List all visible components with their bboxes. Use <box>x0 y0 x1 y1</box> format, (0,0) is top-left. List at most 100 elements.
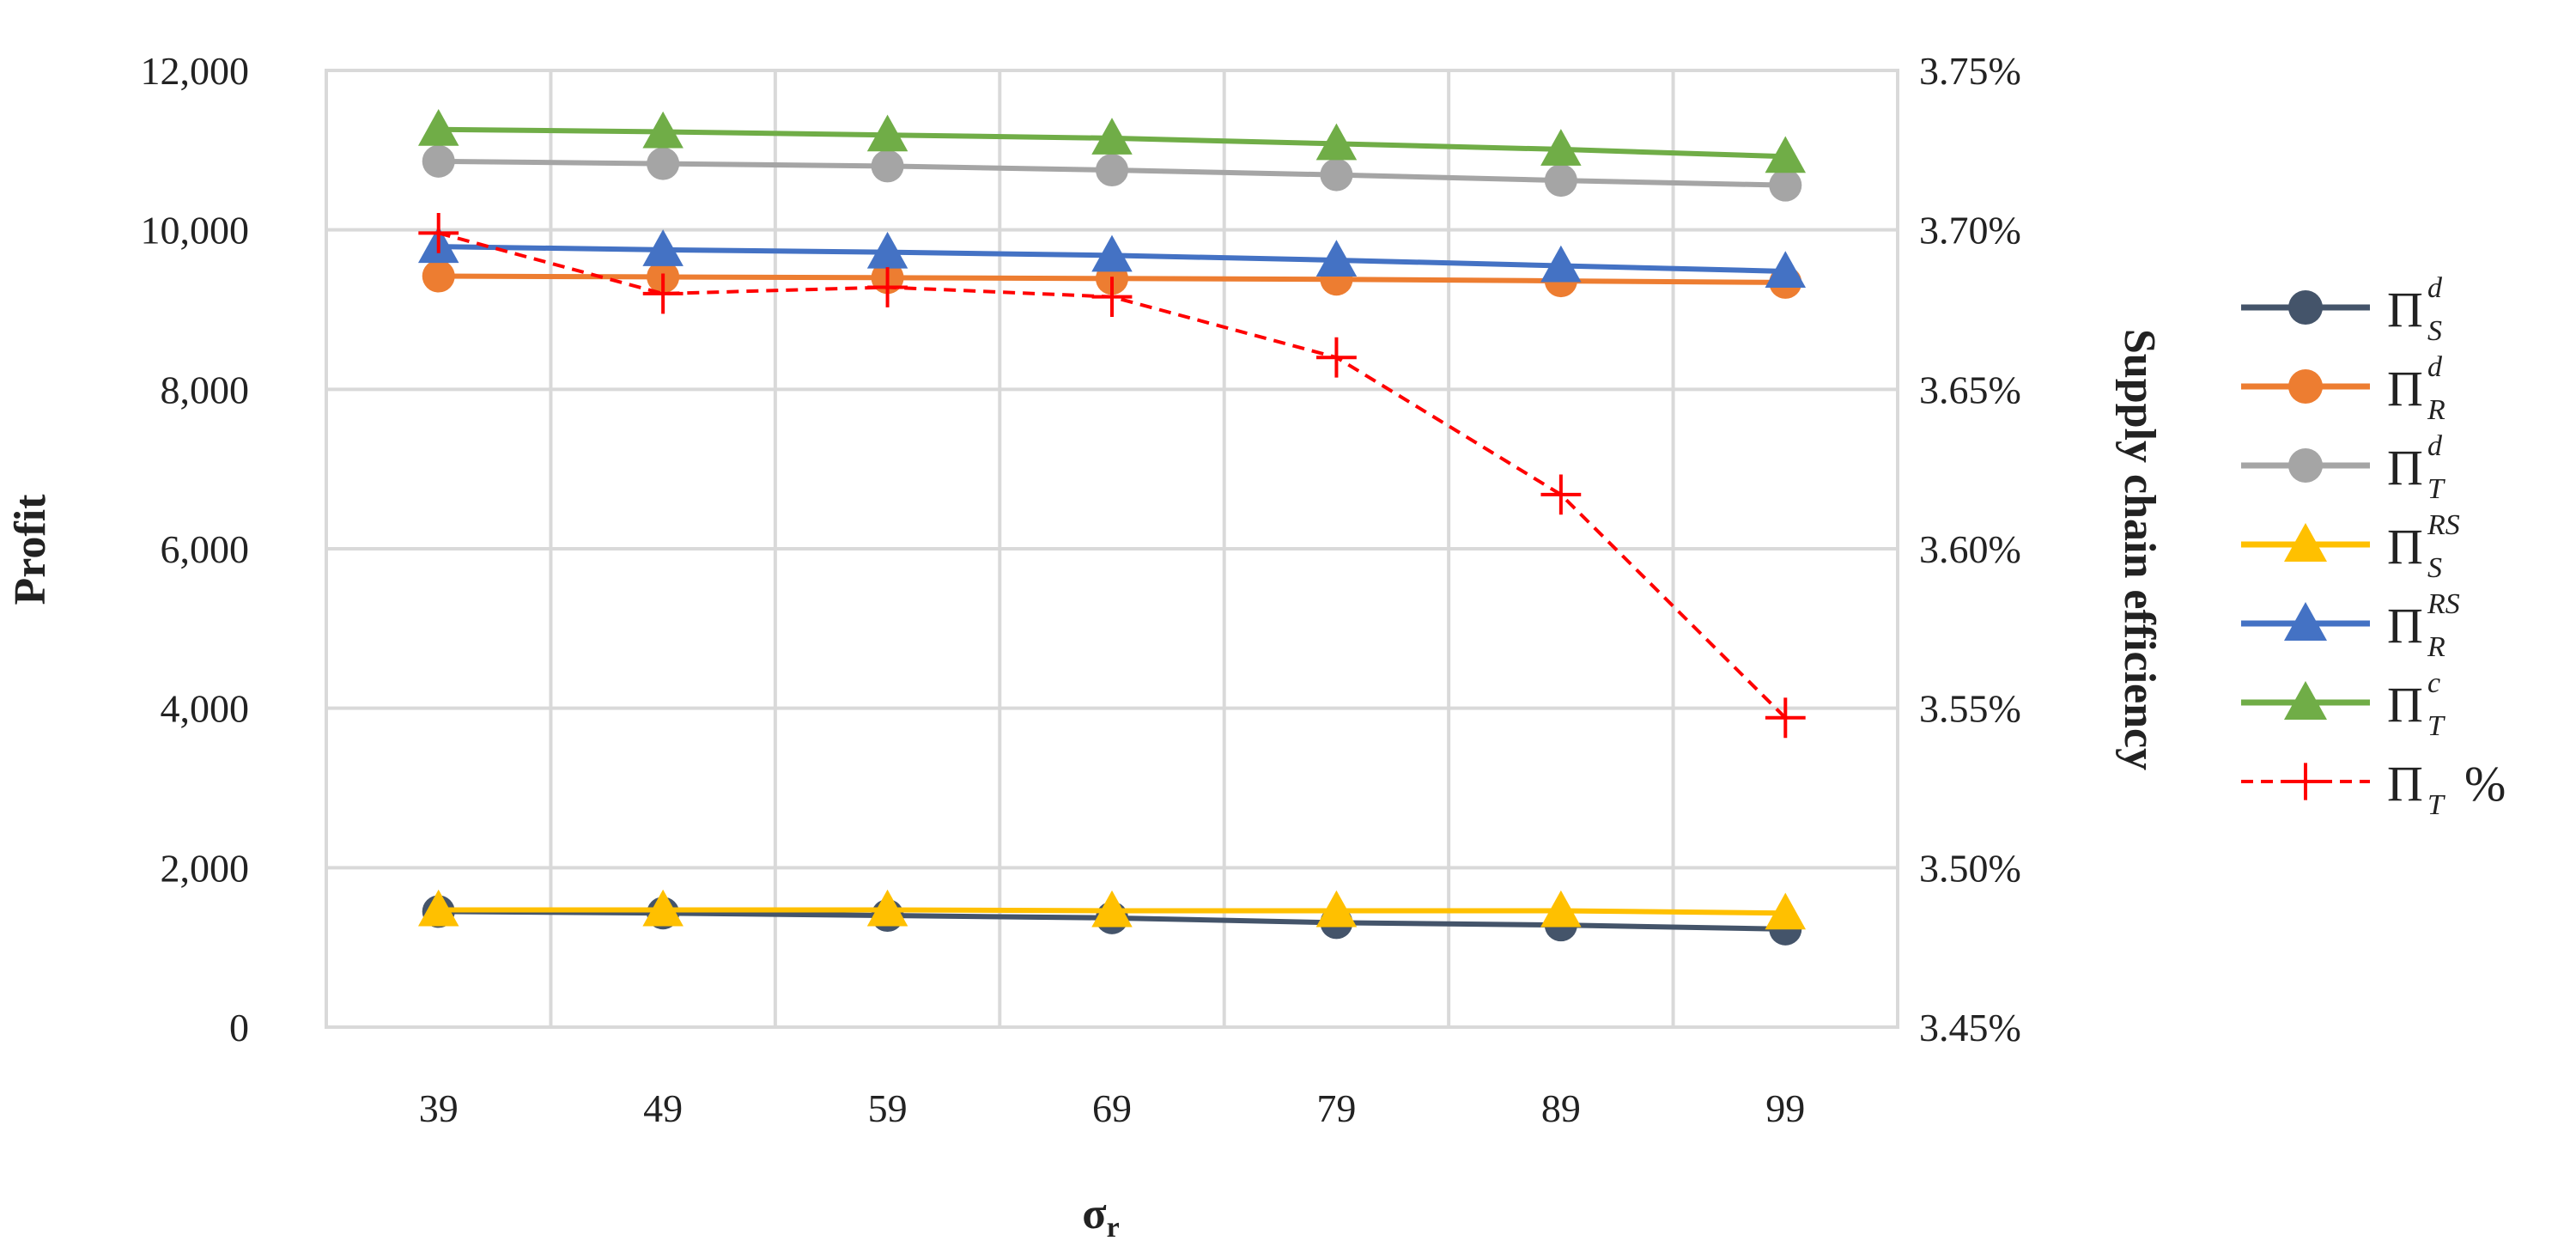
data-point <box>642 889 683 927</box>
legend-subscript: S <box>2427 552 2442 584</box>
legend-subscript: T <box>2427 710 2445 742</box>
legend-subscript: S <box>2427 315 2442 347</box>
legend-entry: Π Td <box>2241 430 2445 505</box>
legend-subscript: T <box>2427 473 2445 505</box>
data-point <box>871 149 904 183</box>
legend-symbol: Π <box>2387 361 2423 417</box>
data-point <box>422 144 455 178</box>
legend-marker <box>2288 290 2323 325</box>
data-point <box>1320 158 1353 192</box>
legend-marker <box>2288 369 2323 404</box>
legend-marker <box>2284 523 2327 562</box>
legend-symbol: Π <box>2387 282 2423 338</box>
x-axis-title: σr <box>1082 1189 1119 1244</box>
y-tick-label: 10,000 <box>141 209 250 252</box>
legend-entry: Π S RS <box>2241 509 2460 584</box>
legend-marker <box>2288 448 2323 483</box>
series-4 <box>417 226 1807 288</box>
data-point <box>1091 277 1133 318</box>
y2-tick-label: 3.70% <box>1919 209 2021 252</box>
y2-tick-label: 3.75% <box>1919 49 2021 93</box>
data-point <box>1544 164 1577 198</box>
data-point <box>866 231 908 269</box>
data-point <box>866 889 908 927</box>
data-point <box>642 111 683 149</box>
data-point <box>1315 890 1358 928</box>
legend-superscript: d <box>2427 430 2443 462</box>
y-tick-label: 0 <box>229 1006 249 1049</box>
y-tick-label: 4,000 <box>161 687 250 731</box>
legend-subscript: T <box>2427 789 2445 821</box>
data-point <box>1091 234 1133 272</box>
y2-tick-label: 3.60% <box>1919 527 2021 571</box>
x-axis-title-main: σ <box>1082 1189 1106 1238</box>
legend-marker <box>2284 602 2327 641</box>
y2-tick-label: 3.55% <box>1919 687 2021 731</box>
x-tick-label: 89 <box>1541 1086 1581 1130</box>
series-3 <box>417 889 1807 930</box>
series-5 <box>417 108 1807 173</box>
x-tick-label: 39 <box>419 1086 459 1130</box>
legend-symbol: Π <box>2387 440 2423 496</box>
plot-area <box>417 108 1807 946</box>
data-point <box>867 267 908 307</box>
legend-marker <box>2287 763 2324 800</box>
series-6 <box>418 212 1806 739</box>
x-tick-label: 59 <box>868 1086 908 1130</box>
legend-marker <box>2284 681 2327 720</box>
data-point <box>1315 240 1358 277</box>
data-point <box>647 147 680 180</box>
legend-superscript: c <box>2427 667 2440 699</box>
data-point <box>1540 474 1582 515</box>
legend-superscript: RS <box>2427 509 2460 541</box>
data-point <box>1765 697 1806 739</box>
legend-symbol: Π <box>2387 598 2423 654</box>
data-point <box>418 212 459 253</box>
series-2 <box>422 144 1802 202</box>
data-point <box>1540 245 1582 283</box>
x-tick-label: 99 <box>1765 1086 1805 1130</box>
legend-entry: Π Rd <box>2241 351 2445 426</box>
data-point <box>1540 129 1582 166</box>
x-tick-label: 49 <box>643 1086 683 1130</box>
y-tick-label: 12,000 <box>141 49 250 93</box>
data-point <box>1316 337 1357 378</box>
y-tick-label: 6,000 <box>161 527 250 571</box>
legend-superscript: RS <box>2427 588 2460 620</box>
y-tick-label: 2,000 <box>161 846 250 890</box>
legend-entry: Π Tc <box>2241 667 2445 742</box>
y2-tick-label: 3.65% <box>1919 368 2021 411</box>
x-tick-label: 69 <box>1092 1086 1132 1130</box>
data-point <box>642 273 683 314</box>
grid <box>325 69 1899 1029</box>
legend-symbol: Π <box>2387 519 2423 575</box>
data-point <box>1769 168 1802 202</box>
legend-subscript: R <box>2427 631 2445 663</box>
legend-entry: Π R RS <box>2241 588 2460 663</box>
x-axis-title-sub: r <box>1107 1212 1120 1244</box>
x-tick-label: 79 <box>1316 1086 1356 1130</box>
y-axis-title: Profit <box>6 494 55 605</box>
axes: 0 2,000 4,000 6,000 8,000 10,000 12,000 3.45% 3.… <box>141 49 2021 1130</box>
data-point <box>1091 118 1133 155</box>
data-point <box>422 259 455 293</box>
data-point <box>1096 154 1128 187</box>
y2-axis-title: Supply chain efficiency <box>2115 329 2164 770</box>
data-point <box>1540 890 1582 928</box>
legend-suffix: % <box>2464 756 2506 812</box>
data-point <box>1765 892 1807 930</box>
y2-tick-label: 3.50% <box>1919 846 2021 890</box>
data-point <box>866 114 908 152</box>
legend-subscript: R <box>2427 394 2445 426</box>
legend-superscript: d <box>2427 272 2443 304</box>
data-point <box>642 229 683 266</box>
data-point <box>417 108 459 146</box>
legend-superscript: d <box>2427 351 2443 383</box>
data-point <box>1091 890 1133 928</box>
data-point <box>1765 136 1807 173</box>
legend-entry: Π Sd <box>2241 272 2443 347</box>
legend-entry: Π T% <box>2241 756 2506 821</box>
legend-symbol: Π <box>2387 677 2423 733</box>
data-point <box>417 889 459 927</box>
